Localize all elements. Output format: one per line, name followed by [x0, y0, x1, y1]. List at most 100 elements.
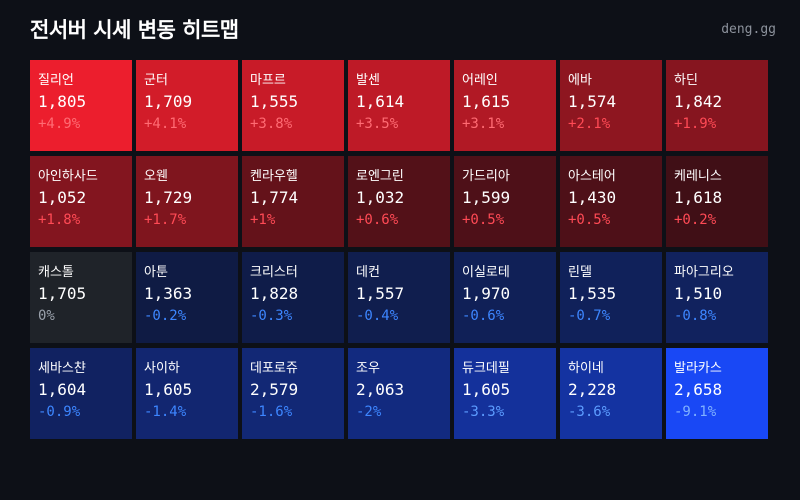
server-name: 아툰 [144, 265, 168, 280]
server-name: 질리언 [38, 73, 74, 88]
server-tile[interactable]: 아툰 1,363 -0.2% [136, 252, 238, 343]
server-change: -0.6% [462, 308, 505, 324]
server-price: 1,032 [356, 188, 405, 207]
server-tile[interactable]: 아인하사드 1,052 +1.8% [30, 156, 132, 247]
server-tile[interactable]: 발센 1,614 +3.5% [348, 60, 450, 151]
server-name: 파아그리오 [674, 265, 734, 280]
server-price: 1,604 [38, 380, 87, 399]
server-tile[interactable]: 하이네 2,228 -3.6% [560, 348, 662, 439]
server-price: 1,828 [250, 284, 299, 303]
server-name: 이실로테 [462, 265, 510, 280]
server-price: 1,709 [144, 92, 193, 111]
server-name: 데컨 [356, 265, 380, 280]
server-tile[interactable]: 마프르 1,555 +3.8% [242, 60, 344, 151]
server-name: 군터 [144, 73, 168, 88]
server-change: -1.6% [250, 404, 293, 420]
server-tile[interactable]: 켄라우헬 1,774 +1% [242, 156, 344, 247]
server-tile[interactable]: 질리언 1,805 +4.9% [30, 60, 132, 151]
server-change: +0.2% [674, 212, 717, 228]
server-name: 듀크데필 [462, 361, 510, 376]
server-tile[interactable]: 발라카스 2,658 -9.1% [666, 348, 768, 439]
server-price: 1,599 [462, 188, 511, 207]
server-change: -2% [356, 404, 382, 420]
server-tile[interactable]: 데포로쥬 2,579 -1.6% [242, 348, 344, 439]
server-price: 1,618 [674, 188, 723, 207]
server-tile[interactable]: 린델 1,535 -0.7% [560, 252, 662, 343]
server-price: 1,805 [38, 92, 87, 111]
server-tile[interactable]: 하딘 1,842 +1.9% [666, 60, 768, 151]
server-name: 켄라우헬 [250, 169, 298, 184]
server-tile[interactable]: 캐스톨 1,705 0% [30, 252, 132, 343]
server-name: 캐스톨 [38, 265, 74, 280]
server-tile[interactable]: 조우 2,063 -2% [348, 348, 450, 439]
server-tile[interactable]: 세바스챤 1,604 -0.9% [30, 348, 132, 439]
page-title: 전서버 시세 변동 히트맵 [30, 18, 239, 42]
server-change: +0.5% [568, 212, 611, 228]
server-price: 2,063 [356, 380, 405, 399]
server-change: +1% [250, 212, 276, 228]
server-tile[interactable]: 케레니스 1,618 +0.2% [666, 156, 768, 247]
server-price: 1,605 [144, 380, 193, 399]
server-tile[interactable]: 파아그리오 1,510 -0.8% [666, 252, 768, 343]
brand-label[interactable]: deng.gg [721, 22, 776, 37]
server-name: 발라카스 [674, 361, 722, 376]
server-change: +0.6% [356, 212, 399, 228]
server-price: 1,363 [144, 284, 193, 303]
server-change: -0.7% [568, 308, 611, 324]
server-name: 조우 [356, 361, 380, 376]
server-tile[interactable]: 이실로테 1,970 -0.6% [454, 252, 556, 343]
server-price: 1,705 [38, 284, 87, 303]
server-tile[interactable]: 에바 1,574 +2.1% [560, 60, 662, 151]
server-price: 2,658 [674, 380, 723, 399]
server-tile[interactable]: 크리스터 1,828 -0.3% [242, 252, 344, 343]
server-price: 1,970 [462, 284, 511, 303]
server-price: 1,842 [674, 92, 723, 111]
server-name: 데포로쥬 [250, 361, 298, 376]
server-tile[interactable]: 듀크데필 1,605 -3.3% [454, 348, 556, 439]
server-change: +1.7% [144, 212, 187, 228]
server-price: 1,557 [356, 284, 405, 303]
server-tile[interactable]: 오웬 1,729 +1.7% [136, 156, 238, 247]
server-change: -3.6% [568, 404, 611, 420]
server-tile[interactable]: 군터 1,709 +4.1% [136, 60, 238, 151]
server-name: 발센 [356, 73, 380, 88]
server-change: -0.9% [38, 404, 81, 420]
server-price: 1,430 [568, 188, 617, 207]
server-name: 에바 [568, 73, 592, 88]
server-name: 오웬 [144, 169, 168, 184]
server-name: 사이하 [144, 361, 180, 376]
server-change: +1.8% [38, 212, 81, 228]
server-change: -9.1% [674, 404, 717, 420]
server-name: 로엔그린 [356, 169, 404, 184]
server-change: +2.1% [568, 116, 611, 132]
server-name: 크리스터 [250, 265, 298, 280]
server-change: -0.8% [674, 308, 717, 324]
server-change: +4.1% [144, 116, 187, 132]
server-change: -1.4% [144, 404, 187, 420]
server-change: +3.5% [356, 116, 399, 132]
server-tile[interactable]: 어레인 1,615 +3.1% [454, 60, 556, 151]
server-price: 1,555 [250, 92, 299, 111]
server-name: 린델 [568, 265, 592, 280]
server-name: 하딘 [674, 73, 698, 88]
server-tile[interactable]: 가드리아 1,599 +0.5% [454, 156, 556, 247]
server-change: -0.2% [144, 308, 187, 324]
server-tile[interactable]: 데컨 1,557 -0.4% [348, 252, 450, 343]
server-name: 하이네 [568, 361, 604, 376]
server-change: +3.1% [462, 116, 505, 132]
page-header: 전서버 시세 변동 히트맵 deng.gg [30, 14, 776, 44]
server-tile[interactable]: 아스테어 1,430 +0.5% [560, 156, 662, 247]
server-name: 아인하사드 [38, 169, 98, 184]
server-price: 2,579 [250, 380, 299, 399]
server-tile[interactable]: 사이하 1,605 -1.4% [136, 348, 238, 439]
server-price: 1,574 [568, 92, 617, 111]
server-change: -3.3% [462, 404, 505, 420]
server-change: 0% [38, 308, 55, 324]
server-price: 1,615 [462, 92, 511, 111]
heatmap-grid: 질리언 1,805 +4.9% 군터 1,709 +4.1% 마프르 1,555 +3.8% 발센… [30, 60, 768, 439]
server-change: +0.5% [462, 212, 505, 228]
server-change: +4.9% [38, 116, 81, 132]
server-tile[interactable]: 로엔그린 1,032 +0.6% [348, 156, 450, 247]
server-change: -0.4% [356, 308, 399, 324]
server-change: +3.8% [250, 116, 293, 132]
